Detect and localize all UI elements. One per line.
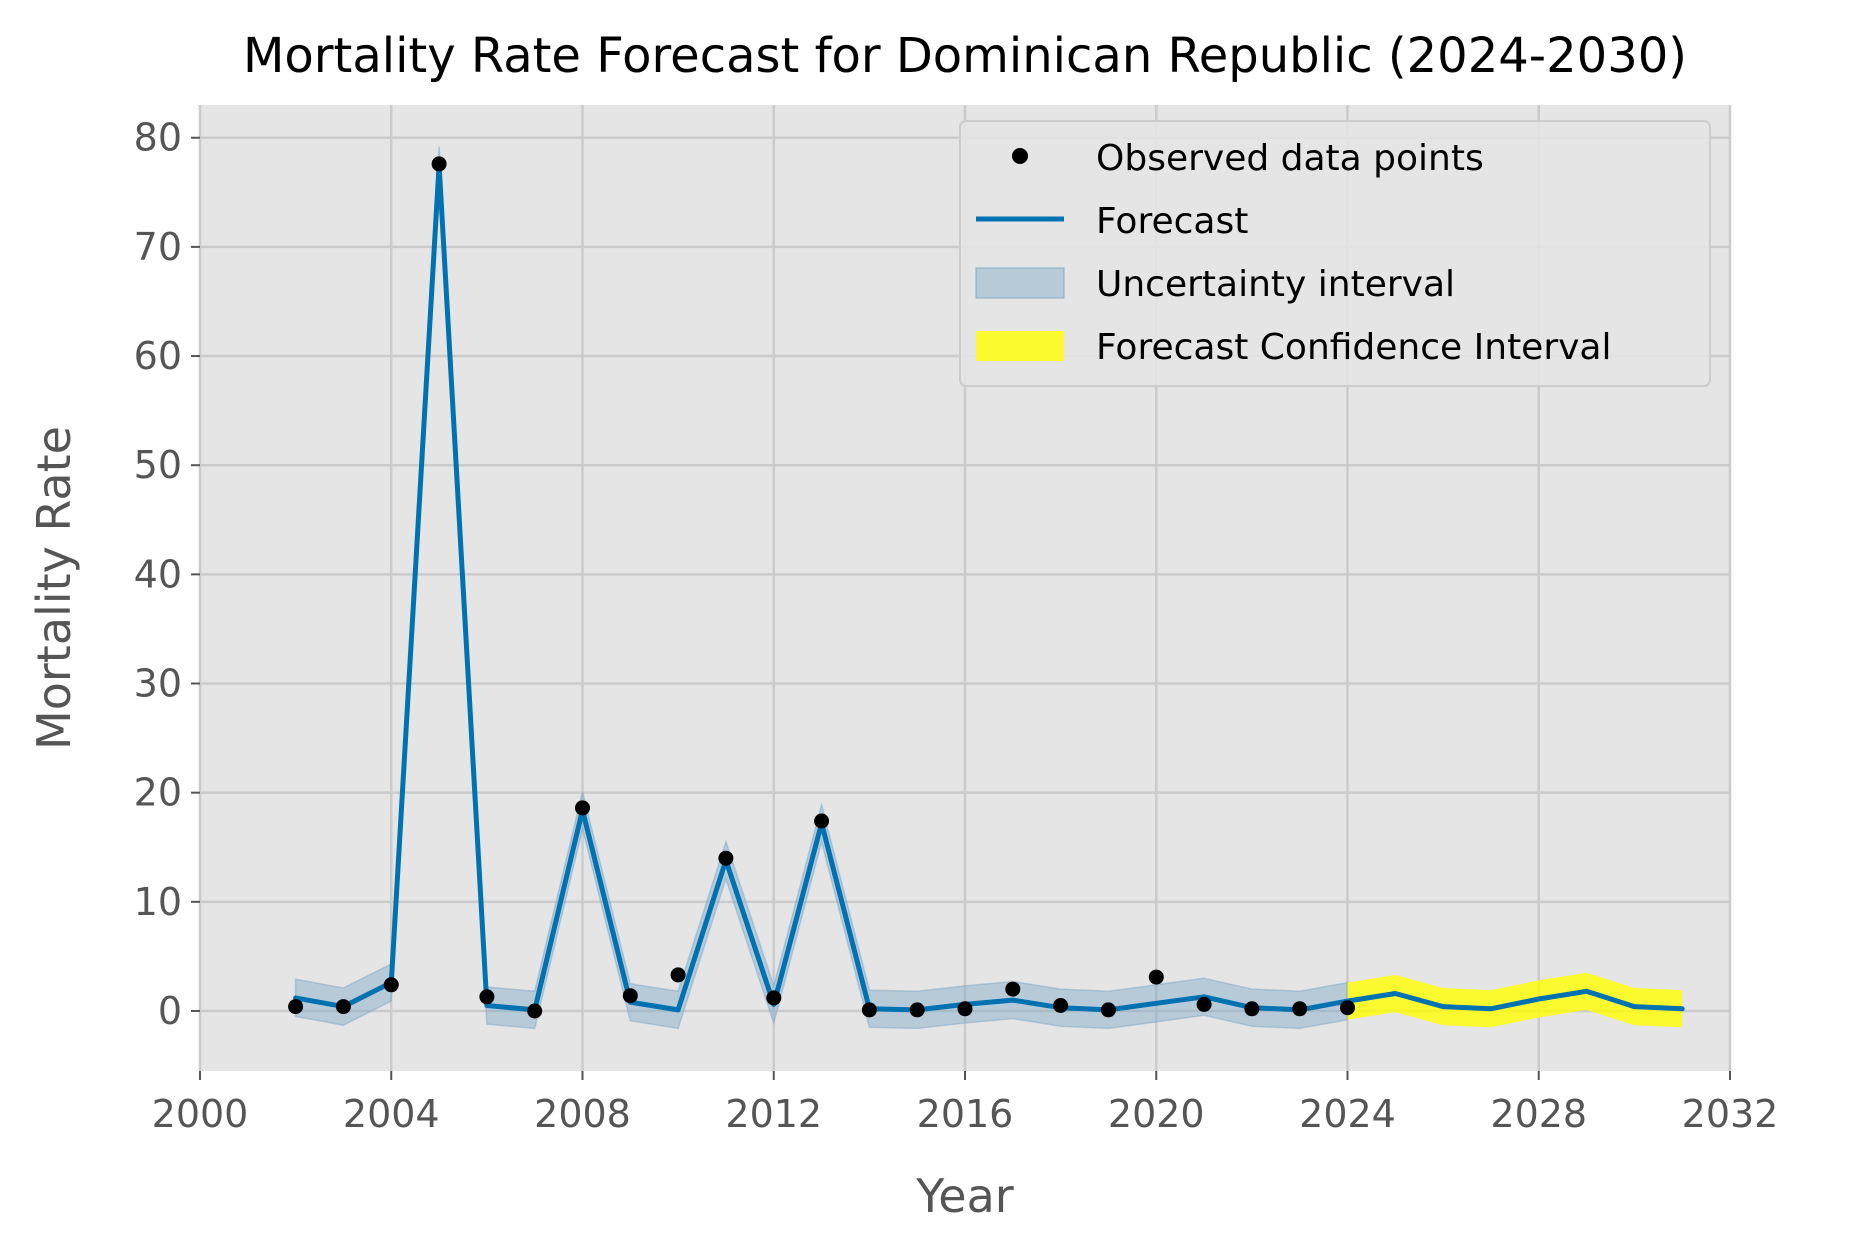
legend: Observed data points Forecast Uncertaint… (959, 120, 1711, 387)
legend-uncertainty-swatch (975, 267, 1065, 299)
forecast-line-layer (293, 162, 1685, 1013)
observed-point (861, 1002, 877, 1018)
observed-point (383, 977, 399, 993)
axis-ticks: 2000 2004 2008 2012 2016 2020 2024 2028 2032 0 10 2… (134, 116, 1779, 1136)
x-tick-label: 2004 (343, 1092, 440, 1136)
x-tick-label: 2028 (1490, 1092, 1587, 1136)
observed-point (1292, 1001, 1308, 1017)
observed-point (766, 990, 782, 1006)
observed-point (1148, 969, 1164, 985)
forecast-confidence-interval-band (1347, 972, 1683, 1028)
x-tick-label: 2000 (152, 1092, 249, 1136)
observed-point (814, 813, 830, 829)
observed-point (431, 156, 447, 172)
legend-uncertainty-label: Uncertainty interval (1096, 264, 1455, 305)
observed-point (1100, 1002, 1116, 1018)
legend-observed-label: Observed data points (1096, 138, 1484, 179)
x-tick-label: 2020 (1108, 1092, 1205, 1136)
observed-point (1053, 998, 1069, 1013)
observed-point (1196, 996, 1212, 1012)
y-tick-label: 80 (134, 116, 182, 160)
legend-forecast-ci-label: Forecast Confidence Interval (1096, 327, 1612, 368)
legend-box (959, 120, 1711, 387)
x-tick-label: 2012 (725, 1092, 822, 1136)
y-tick-label: 30 (134, 662, 182, 706)
x-axis-label: Year (915, 1169, 1013, 1223)
legend-forecast-ci-swatch (976, 331, 1064, 361)
observed-point (479, 989, 495, 1005)
observed-point (1340, 1000, 1355, 1016)
y-tick-label: 70 (134, 225, 182, 269)
x-tick-label: 2024 (1299, 1092, 1396, 1136)
x-tick-label: 2032 (1682, 1092, 1779, 1136)
forecast-line (293, 162, 1685, 1013)
observed-point (527, 1003, 543, 1019)
observed-point (335, 999, 351, 1015)
y-tick-label: 10 (134, 880, 182, 924)
legend-observed-marker (1012, 148, 1028, 164)
observed-point (622, 988, 638, 1004)
y-tick-label: 40 (134, 552, 182, 596)
chart-title: Mortality Rate Forecast for Dominican Re… (243, 28, 1687, 84)
observed-points (288, 156, 1355, 1019)
observed-point (718, 850, 734, 866)
y-tick-label: 20 (134, 771, 182, 815)
observed-point (1005, 981, 1021, 997)
y-tick-label: 60 (134, 334, 182, 378)
uncertainty-bands (294, 146, 1683, 1030)
y-axis-label: Mortality Rate (27, 426, 81, 750)
observed-point (575, 800, 590, 816)
x-tick-label: 2008 (534, 1092, 631, 1136)
observed-point (909, 1002, 925, 1018)
observed-point (670, 967, 686, 983)
observed-point (957, 1001, 973, 1017)
observed-point (1244, 1001, 1260, 1017)
y-tick-label: 50 (134, 443, 182, 487)
x-tick-label: 2016 (917, 1092, 1014, 1136)
legend-forecast-label: Forecast (1096, 201, 1248, 242)
y-tick-label: 0 (158, 989, 182, 1033)
observed-point (288, 999, 304, 1015)
